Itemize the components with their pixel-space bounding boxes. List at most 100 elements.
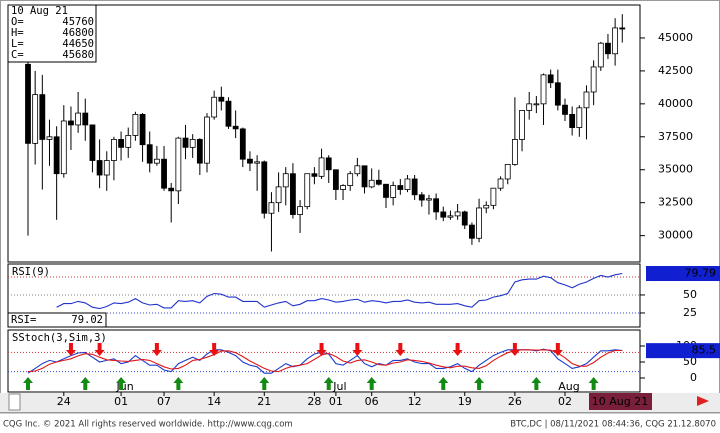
candle-body	[497, 178, 504, 189]
candle-body	[597, 42, 604, 68]
sell-arrow	[509, 343, 520, 356]
candle-body	[75, 112, 82, 126]
readout-label: L=	[11, 38, 24, 50]
y-tick-label: 25	[683, 306, 697, 319]
sell-arrow	[452, 343, 463, 356]
month-label: Jul	[332, 380, 346, 393]
candle-body	[519, 110, 525, 140]
buy-arrow	[588, 377, 599, 390]
readout-value: 45680	[62, 49, 94, 61]
candle-body	[347, 173, 354, 186]
candle-body	[261, 161, 268, 214]
candle-body	[483, 204, 490, 209]
candle-body	[325, 157, 332, 171]
candle-body	[125, 135, 132, 148]
candle-body	[411, 178, 418, 196]
candle-body	[153, 158, 160, 164]
buy-arrow	[531, 377, 542, 390]
candle-body	[619, 27, 626, 30]
buy-arrow	[323, 377, 334, 390]
candle-body	[533, 103, 540, 106]
candle-body	[132, 113, 139, 136]
sell-arrow	[352, 343, 363, 356]
candle-body	[375, 179, 382, 185]
scroll-thumb[interactable]	[8, 393, 21, 411]
x-tick-label: 28	[307, 395, 321, 408]
indicator-title: SStoch(3,Sim,3)	[12, 332, 107, 344]
scroll-right-arrow[interactable]	[697, 396, 709, 406]
y-tick-label: 50	[683, 355, 697, 368]
buy-arrow	[474, 377, 485, 390]
sell-arrow	[65, 343, 76, 356]
sell-arrow	[94, 343, 105, 356]
candle-body	[254, 161, 261, 164]
candle-body	[332, 169, 339, 190]
x-tick-label: 02	[558, 395, 572, 408]
candle-body	[590, 66, 597, 93]
candle-body	[433, 198, 440, 213]
buy-arrow	[259, 377, 270, 390]
candle-body	[204, 116, 210, 164]
y-tick-label: 0	[690, 371, 697, 384]
readout-value: 45760	[62, 16, 94, 28]
candle-body	[161, 158, 167, 189]
candle-body	[361, 165, 368, 188]
candle-body	[239, 128, 246, 160]
value-highlight	[646, 266, 720, 282]
scroll-bar[interactable]	[0, 393, 720, 412]
candle-body	[111, 139, 117, 161]
candle-body	[562, 104, 568, 115]
candle-body	[397, 185, 404, 190]
buy-arrow	[438, 377, 449, 390]
candle-body	[461, 211, 468, 226]
x-tick-label: 14	[207, 395, 221, 408]
y-tick-label: 40000	[658, 97, 693, 110]
x-tick-label: 12	[408, 395, 422, 408]
candle-body	[612, 27, 619, 55]
candle-body	[511, 139, 518, 165]
candle-body	[168, 187, 175, 192]
candle-body	[189, 139, 196, 148]
candle-body	[540, 74, 547, 105]
candle-body	[53, 136, 60, 175]
candle-body	[96, 160, 103, 176]
y-tick-label: 37500	[658, 130, 693, 143]
candle-body	[368, 179, 375, 188]
candle-body	[32, 94, 39, 144]
candle-body	[404, 178, 411, 190]
candle-body	[583, 91, 590, 109]
candle-body	[68, 120, 74, 126]
y-tick-label: 45000	[658, 31, 693, 44]
readout-value: 46800	[62, 27, 94, 39]
y-tick-label: 35000	[658, 163, 693, 176]
value-highlight-label: 79.79	[685, 267, 717, 280]
indicator-line	[56, 272, 623, 310]
candle-body	[103, 160, 110, 176]
value-highlight	[646, 343, 720, 359]
candle-body	[290, 173, 296, 215]
month-label: Aug	[558, 380, 579, 393]
candle-body	[418, 194, 425, 201]
readout-value: 79.02	[71, 314, 103, 326]
candle-body	[60, 120, 67, 175]
candle-body	[89, 124, 96, 161]
candle-body	[318, 157, 325, 177]
candle-body	[454, 211, 461, 217]
buy-arrow	[80, 377, 91, 390]
candle-body	[182, 137, 189, 148]
buy-arrow	[366, 377, 377, 390]
readout-label: RSI=	[11, 314, 36, 326]
candle-body	[232, 125, 239, 130]
x-tick-label: 01	[114, 395, 128, 408]
candle-body	[211, 96, 218, 118]
candle-body	[576, 107, 583, 128]
candle-body	[82, 112, 89, 126]
candle-body	[554, 82, 561, 106]
readout-box	[7, 312, 107, 328]
sell-arrow	[209, 343, 220, 356]
candle-body	[146, 144, 153, 164]
readout-label: H=	[11, 27, 24, 39]
cursor-date: 10 Aug 21	[592, 395, 648, 408]
